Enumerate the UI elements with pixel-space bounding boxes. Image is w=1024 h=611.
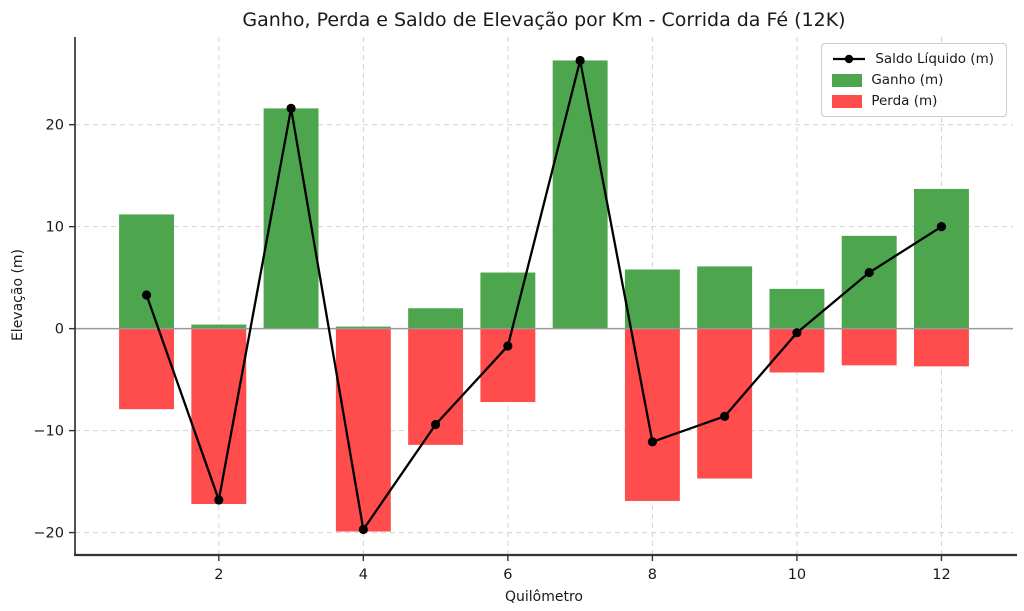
x-tick-label: 8 — [648, 567, 657, 583]
legend-label-ganho: Ganho (m) — [871, 72, 944, 88]
legend-item-perda: Perda (m) — [832, 93, 994, 109]
perda-swatch — [832, 94, 863, 108]
bar-ganho-km-6 — [480, 272, 536, 329]
chart-title: Ganho, Perda e Saldo de Elevação por Km … — [242, 9, 846, 31]
legend-label-saldo: Saldo Líquido (m) — [875, 51, 994, 67]
x-tick-label: 6 — [503, 567, 512, 583]
bar-ganho-km-4 — [335, 326, 391, 329]
bar-ganho-km-5 — [408, 308, 464, 329]
saldo-line-swatch — [832, 52, 866, 66]
y-tick-label: −20 — [33, 526, 64, 542]
saldo-marker-km-3 — [286, 103, 296, 113]
saldo-marker-km-8 — [647, 437, 657, 447]
bar-perda-km-12 — [913, 328, 969, 367]
bar-perda-km-11 — [841, 328, 897, 366]
bar-ganho-km-1 — [119, 214, 175, 329]
ganho-swatch — [832, 73, 863, 87]
legend-item-ganho: Ganho (m) — [832, 72, 994, 88]
legend-label-perda: Perda (m) — [871, 93, 938, 109]
x-tick-label: 4 — [359, 567, 368, 583]
saldo-marker-km-1 — [141, 290, 152, 300]
bar-perda-km-2 — [191, 328, 247, 505]
bar-ganho-km-8 — [624, 269, 680, 329]
bar-perda-km-4 — [335, 328, 391, 532]
bar-ganho-km-7 — [552, 60, 608, 329]
bar-ganho-km-9 — [697, 266, 753, 329]
saldo-line — [145, 59, 943, 531]
legend: Saldo Líquido (m) Ganho (m) Perda (m) — [821, 43, 1007, 117]
saldo-marker-km-9 — [720, 411, 730, 421]
saldo-marker-km-6 — [503, 341, 513, 351]
saldo-marker-km-11 — [864, 267, 874, 278]
bar-perda-km-1 — [119, 328, 175, 410]
y-tick-label: 0 — [55, 322, 64, 338]
y-tick-label: −10 — [33, 424, 64, 440]
bar-ganho-km-11 — [841, 235, 897, 329]
y-tick-label: 20 — [46, 118, 64, 134]
legend-item-saldo: Saldo Líquido (m) — [832, 51, 994, 67]
x-tick-label: 12 — [932, 567, 950, 583]
bar-ganho-km-12 — [913, 188, 969, 329]
saldo-marker-km-7 — [575, 55, 585, 66]
bar-ganho-km-2 — [191, 324, 247, 329]
x-tick-label: 2 — [214, 567, 223, 583]
x-tick-label: 10 — [788, 567, 806, 583]
saldo-marker-km-10 — [792, 328, 802, 338]
bar-ganho-km-10 — [769, 288, 825, 329]
saldo-marker-km-12 — [936, 222, 947, 232]
bar-perda-km-9 — [697, 328, 753, 479]
x-axis-label: Quilômetro — [505, 589, 583, 605]
saldo-marker-km-5 — [431, 419, 441, 430]
saldo-marker-km-4 — [358, 524, 368, 535]
y-tick-label: 10 — [46, 220, 64, 236]
saldo-marker-km-2 — [214, 495, 224, 505]
bar-perda-km-8 — [624, 328, 680, 501]
